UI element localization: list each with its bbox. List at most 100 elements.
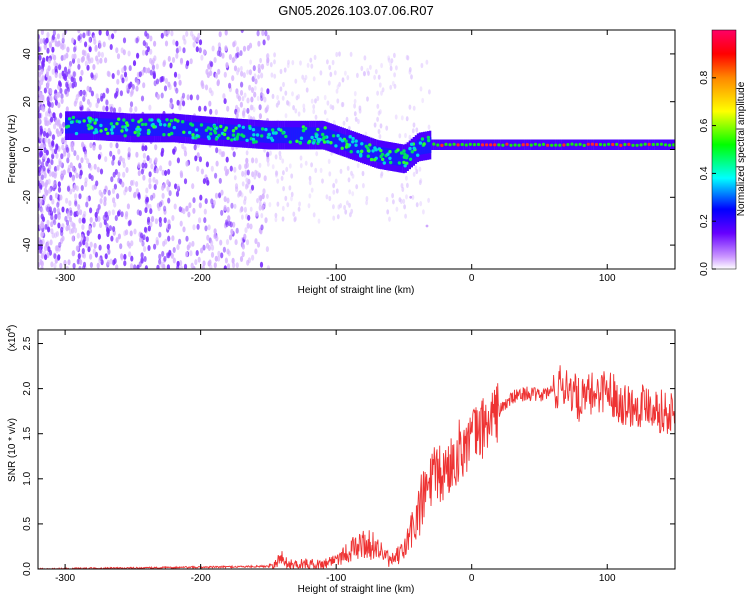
heatmap-cell [256,95,260,102]
heatmap-cell [321,178,324,184]
heatmap-cell [182,34,186,41]
heatmap-cell [61,126,65,133]
heatmap-cell [161,192,165,199]
signal-speck [566,143,570,147]
heatmap-cell [61,144,65,151]
heatmap-cell [410,74,413,80]
heatmap-cell [258,162,262,168]
heatmap-cell [240,206,244,213]
signal-band-core [79,117,82,134]
heatmap-cell [68,64,72,71]
heatmap-cell [43,153,47,160]
heatmap-cell [242,107,246,114]
heatmap-cell [62,169,66,176]
heatmap-cell [94,72,99,79]
signal-speck [340,146,344,150]
signal-speck [672,143,675,147]
signal-band-core [225,124,228,141]
heatmap-cell [174,183,178,190]
heatmap-cell [233,203,237,209]
heatmap-cell [326,59,329,65]
heatmap-cell [191,240,195,247]
heatmap-cell [109,44,113,50]
y-tick-label: 0.0 [22,562,33,576]
heatmap-cell [223,265,227,269]
signal-band-core [219,123,222,140]
heatmap-cell [80,69,84,76]
heatmap-cell [155,78,160,85]
signal-band-core [73,117,76,134]
heatmap-cell [186,244,190,251]
heatmap-cell [54,72,58,79]
heatmap-cell [292,105,295,111]
heatmap-cell [312,108,316,115]
heatmap-cell [257,172,261,179]
signal-speck [199,123,204,127]
signal-speck [402,149,406,153]
heatmap-cell [53,207,57,214]
heatmap-cell [66,210,70,217]
signal-speck [356,150,360,154]
heatmap-cell [85,30,90,37]
heatmap-cell [225,219,229,226]
signal-speck [241,125,245,129]
signal-band-core [77,117,80,134]
heatmap-cell [76,232,80,239]
heatmap-cell [135,188,139,195]
heatmap-cell [122,37,127,44]
heatmap-cell [144,265,148,269]
heatmap-cell [405,194,408,200]
signal-band-core [132,120,135,136]
signal-band-core [168,120,172,136]
y-tick-label: 40 [22,48,33,60]
heatmap-cell [169,62,173,69]
signal-band-core [272,127,275,144]
signal-band-core [142,120,145,136]
heatmap-cell [38,159,42,166]
heatmap-cell [225,62,229,69]
heatmap-cell [39,135,43,142]
signal-speck [316,127,320,132]
heatmap-cell [110,176,114,183]
heatmap-cell [85,236,89,243]
heatmap-cell [58,80,62,87]
signal-speck [517,143,521,147]
heatmap-cell [86,98,91,105]
heatmap-cell [86,85,90,92]
heatmap-cell [121,181,125,188]
heatmap-cell [145,236,149,243]
heatmap-cell [189,250,193,257]
signal-speck [251,128,256,132]
signal-band-core [250,126,253,142]
signal-band-core [280,127,283,144]
heatmap-cell [265,53,269,59]
heatmap-cell [219,239,223,246]
heatmap-cell [207,245,211,251]
colorbar-tick-label: 0.6 [699,118,710,132]
heatmap-cell [107,248,111,255]
heatmap-cell [408,69,412,75]
heatmap-cell [284,195,288,201]
signal-band-core [286,127,289,144]
heatmap-cell [189,94,193,101]
heatmap-cell [210,251,215,258]
snr-line-layer [38,365,675,569]
heatmap-cell [172,247,176,253]
heatmap-cell [65,265,69,269]
heatmap-cell [142,152,146,159]
signal-band-cell [504,139,507,150]
heatmap-cell [270,72,274,78]
signal-band-core [140,120,143,136]
heatmap-cell [210,61,214,68]
signal-band-core [258,126,261,143]
signal-speck [117,117,121,121]
heatmap-cell [209,108,213,115]
spectrogram-ylabel: Frequency (Hz) [7,115,18,184]
signal-band-core [429,137,432,153]
signal-band-core [231,124,235,141]
heatmap-cell [202,260,206,267]
heatmap-cell [102,105,106,112]
heatmap-cell [240,192,244,198]
heatmap-cell [168,84,172,91]
heatmap-cell [243,195,247,201]
